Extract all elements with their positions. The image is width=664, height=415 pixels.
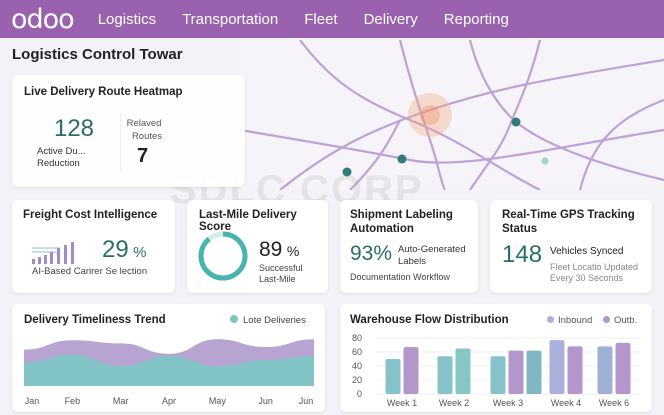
legend-label: Lote Deliveries bbox=[243, 315, 306, 326]
active-value: 128 bbox=[53, 115, 95, 142]
relaved-label-2: Routes bbox=[131, 131, 163, 142]
freight-unit: % bbox=[133, 244, 147, 261]
x-tick-label: Feb bbox=[65, 396, 81, 406]
bar bbox=[597, 346, 613, 394]
gps-sub: Fleet Locatio Updated bbox=[550, 262, 639, 272]
bar bbox=[567, 346, 583, 394]
nav-logistics[interactable]: Logistics bbox=[97, 10, 157, 28]
lastmile-label-2: Last-Mile bbox=[259, 274, 296, 284]
top-nav: odoo Logistics Transportation Fleet Deli… bbox=[0, 0, 664, 38]
warehouse-legend: Inbound Outb. bbox=[547, 315, 637, 326]
vehicle-marker bbox=[342, 167, 352, 177]
gps-title: Real-Time GPS Tracking bbox=[502, 209, 635, 221]
freight-label: AI-Based Carirer Se lection bbox=[32, 266, 148, 277]
freight-value: 29 bbox=[102, 236, 129, 263]
shipment-footer: Documentation Workflow bbox=[350, 272, 450, 282]
x-tick-label: Week 4 bbox=[551, 398, 581, 408]
route-map[interactable] bbox=[240, 40, 664, 190]
vehicle-marker bbox=[541, 157, 549, 165]
page-title: Logistics Control Towar bbox=[12, 46, 183, 63]
nav-transportation[interactable]: Transportation bbox=[182, 10, 279, 28]
timeliness-legend: Lote Deliveries bbox=[230, 315, 306, 326]
gps-sub-2: Every 30 Seconds bbox=[550, 273, 624, 283]
heatmap-title: Live Delivery Route Heatmap bbox=[24, 86, 183, 98]
x-tick-label: Week 3 bbox=[493, 398, 523, 408]
progress-ring bbox=[198, 231, 248, 281]
warehouse-title: Warehouse Flow Distribution bbox=[350, 314, 509, 326]
nav-fleet[interactable]: Fleet bbox=[304, 10, 338, 28]
vehicle-marker bbox=[511, 117, 521, 127]
nav-reporting[interactable]: Reporting bbox=[443, 10, 509, 28]
y-tick-label: 0 bbox=[357, 389, 362, 399]
bar bbox=[526, 350, 542, 394]
freight-title: Freight Cost Intelligence bbox=[23, 209, 158, 221]
vehicle-marker bbox=[397, 154, 407, 164]
freight-card: Freight Cost Intelligence 29 % AI-Based … bbox=[12, 200, 175, 293]
bar bbox=[490, 356, 506, 394]
lastmile-label: Successful bbox=[259, 263, 303, 273]
lastmile-card: Last-Mile Delivery Score 89 % Successful… bbox=[187, 200, 328, 293]
x-tick-label: Jan bbox=[25, 396, 40, 406]
x-tick-label: Apr bbox=[162, 396, 176, 406]
bar bbox=[385, 359, 401, 394]
bar-chart: 0 20 40 60 80 Week 1 Week 2 Week 3 Week 4 Week 6 bbox=[352, 333, 640, 408]
bar bbox=[437, 356, 453, 394]
active-label: Active Du... bbox=[37, 146, 86, 157]
gps-label: Vehicles Synced bbox=[550, 246, 624, 257]
x-tick-label: May bbox=[209, 396, 227, 406]
lastmile-unit: % bbox=[286, 243, 300, 259]
shipment-label-2: Labels bbox=[398, 256, 426, 267]
area-series-1 bbox=[24, 354, 314, 386]
legend-outbound: Outb. bbox=[613, 315, 638, 326]
nav-delivery[interactable]: Delivery bbox=[363, 10, 418, 28]
bar bbox=[455, 348, 471, 394]
x-tick-label: Mar bbox=[113, 396, 129, 406]
bar-chart-icon bbox=[32, 242, 74, 264]
gps-title-2: Status bbox=[502, 223, 538, 235]
odoo-logo[interactable]: odoo bbox=[11, 3, 75, 35]
shipment-label: Auto-Generated bbox=[398, 244, 466, 255]
shipment-title-2: Automation bbox=[350, 223, 414, 235]
bar bbox=[615, 342, 631, 394]
timeliness-card: Delivery Timeliness Trend Lote Deliverie… bbox=[12, 304, 325, 412]
y-tick-label: 80 bbox=[352, 333, 362, 343]
gps-card: Real-Time GPS Tracking Status 148 Vehicl… bbox=[490, 200, 652, 293]
bar bbox=[403, 347, 419, 394]
shipment-card: Shipment Labeling Automation 93% Auto-Ge… bbox=[340, 200, 478, 293]
y-tick-label: 20 bbox=[352, 375, 362, 385]
shipment-value: 93% bbox=[350, 242, 393, 265]
x-tick-label: Jun bbox=[299, 396, 314, 406]
x-tick-label: Jun bbox=[258, 396, 273, 406]
x-tick-label: Week 1 bbox=[387, 398, 417, 408]
y-tick-label: 60 bbox=[352, 347, 362, 357]
x-tick-label: Week 6 bbox=[599, 398, 629, 408]
heatmap-card: Live Delivery Route Heatmap 128 Active D… bbox=[12, 75, 245, 187]
area-chart: Jan Feb Mar Apr May Jun Jun bbox=[24, 339, 314, 406]
legend-inbound: Inbound bbox=[558, 315, 593, 326]
bar bbox=[549, 340, 565, 394]
relaved-label: Relaved bbox=[126, 118, 162, 129]
timeliness-title: Delivery Timeliness Trend bbox=[24, 314, 166, 326]
y-tick-label: 40 bbox=[352, 361, 362, 371]
relaved-value: 7 bbox=[137, 145, 149, 167]
x-tick-label: Week 2 bbox=[439, 398, 469, 408]
active-label-2: Reduction bbox=[37, 158, 80, 169]
warehouse-card: Warehouse Flow Distribution Inbound Outb… bbox=[340, 304, 652, 412]
bar bbox=[508, 350, 524, 394]
gps-value: 148 bbox=[502, 241, 543, 268]
lastmile-title: Last-Mile Delivery Score bbox=[199, 209, 297, 233]
shipment-title: Shipment Labeling bbox=[350, 209, 453, 221]
lastmile-value: 89 bbox=[259, 238, 283, 261]
